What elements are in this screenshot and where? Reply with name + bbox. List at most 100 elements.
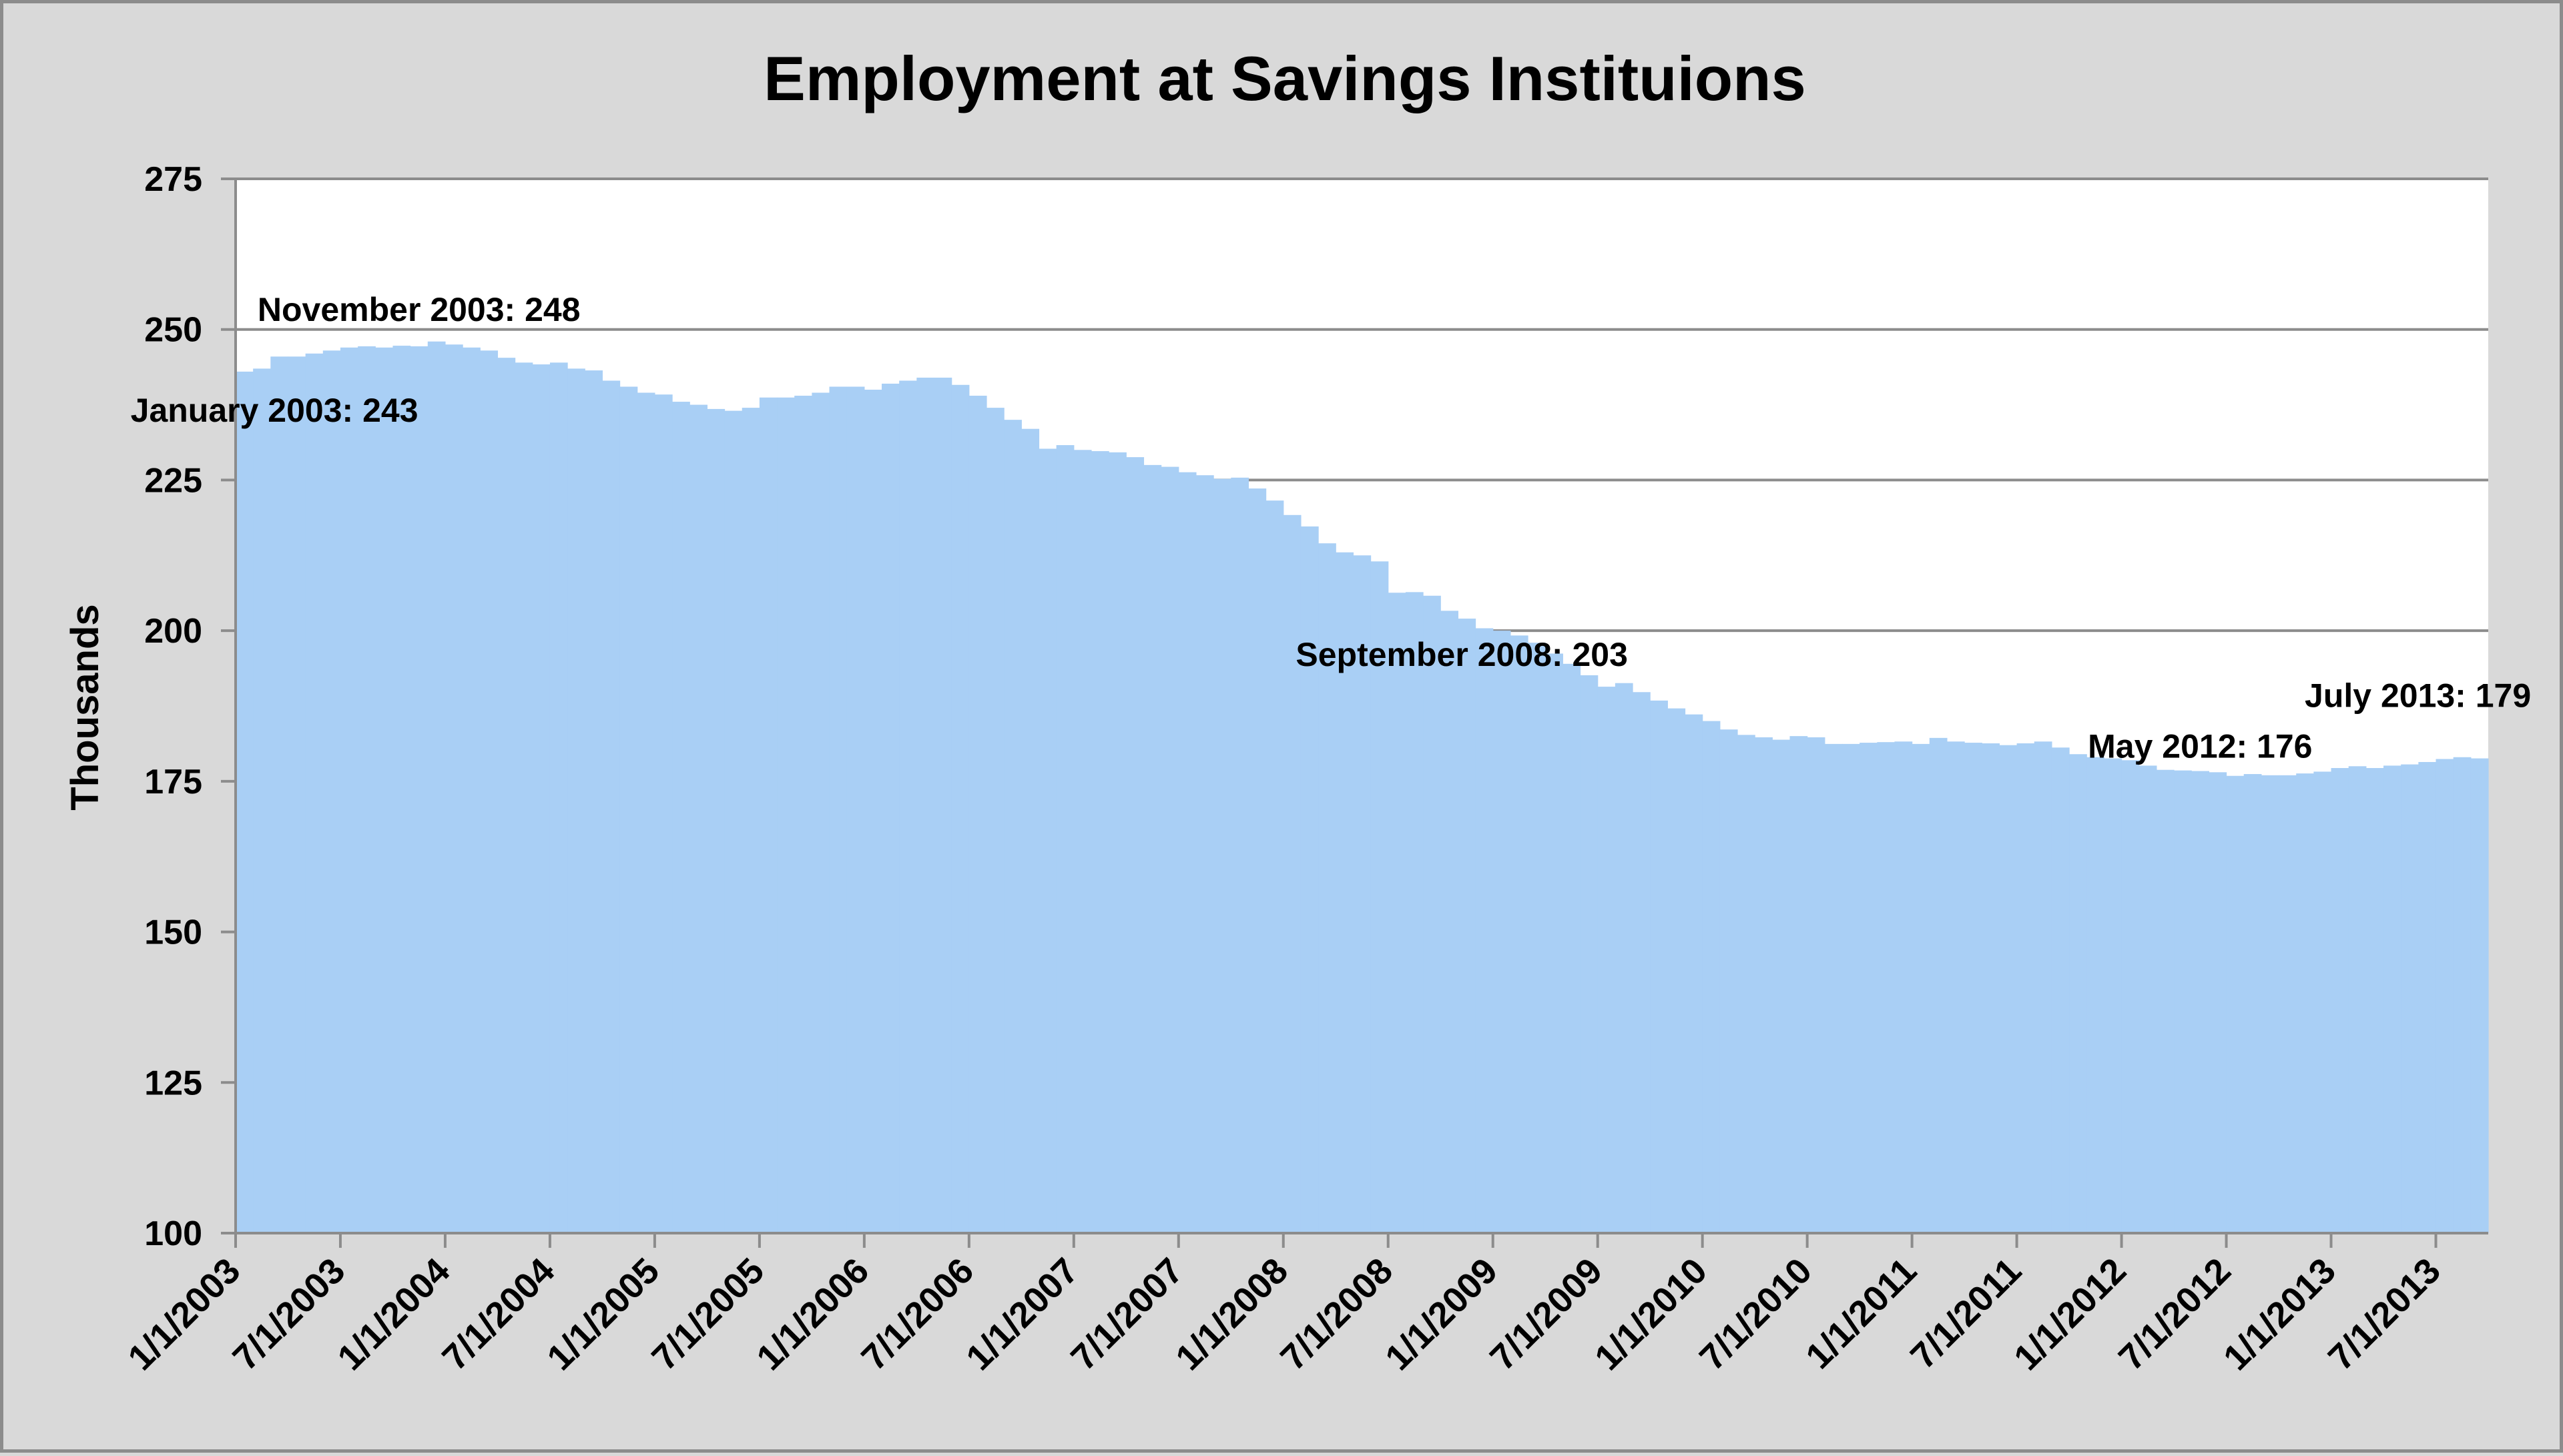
y-tick-label: 175	[144, 763, 202, 801]
area-bar	[2436, 759, 2454, 1233]
area-bar	[1807, 737, 1825, 1233]
area-bar	[2139, 765, 2157, 1233]
area-bar	[2313, 771, 2332, 1233]
area-bar	[1860, 743, 1878, 1233]
x-tick-label: 1/1/2006	[749, 1250, 876, 1378]
area-bar	[2401, 764, 2419, 1233]
chart-svg: Employment at Savings Instituions Thousa…	[63, 43, 2531, 1378]
area-bar	[1562, 663, 1581, 1233]
data-label: November 2003: 248	[258, 291, 581, 328]
area-bar	[1405, 592, 1424, 1233]
area-bar	[1912, 743, 1930, 1233]
area-bar	[515, 362, 533, 1234]
x-tick-label: 7/1/2005	[644, 1250, 772, 1378]
area-bar	[288, 356, 306, 1234]
area-bar	[619, 386, 638, 1233]
x-tick-label: 7/1/2011	[1903, 1250, 2029, 1377]
area-bar	[968, 396, 987, 1233]
area-bar	[2104, 758, 2122, 1233]
x-tick-label: 1/1/2007	[958, 1250, 1086, 1378]
area-bar	[724, 410, 743, 1233]
data-label: July 2013: 179	[2305, 677, 2531, 714]
area-bar	[1946, 741, 1965, 1233]
area-bar	[2191, 771, 2209, 1233]
area-bar	[2383, 765, 2401, 1233]
y-tick-label: 250	[144, 311, 202, 350]
x-tick-label: 7/1/2008	[1273, 1250, 1400, 1378]
area-bar	[1021, 428, 1040, 1233]
area-bar	[2156, 769, 2175, 1233]
area-bar	[2121, 760, 2140, 1233]
area-bar	[1528, 643, 1546, 1233]
area-bar	[1719, 729, 1738, 1233]
area-bar	[1929, 737, 1948, 1233]
area-bar	[2279, 775, 2297, 1233]
area-bar	[445, 344, 463, 1234]
area-bar	[322, 350, 341, 1234]
data-label: September 2008: 203	[1296, 636, 1628, 673]
area-bar	[1195, 475, 1214, 1233]
area-bar	[1650, 700, 1668, 1233]
area-bar	[899, 380, 917, 1233]
area-bar	[934, 377, 952, 1233]
axes	[234, 179, 2488, 1234]
area-bar	[1073, 450, 1092, 1234]
area-bar	[1824, 743, 1843, 1233]
area-bar	[1004, 420, 1022, 1234]
x-tick-label: 1/1/2004	[330, 1250, 457, 1378]
x-tick-label: 7/1/2010	[1692, 1250, 1819, 1378]
data-label: May 2012: 176	[2088, 728, 2312, 765]
area-bar	[2348, 766, 2367, 1233]
x-tick-label: 7/1/2013	[2321, 1250, 2448, 1378]
area-bar	[1877, 742, 1896, 1233]
x-tick-label: 7/1/2009	[1482, 1250, 1610, 1378]
area-bar	[1841, 743, 1860, 1233]
area-bar	[1423, 595, 1441, 1233]
area-bar	[2034, 741, 2052, 1233]
area-bar	[1894, 741, 1913, 1233]
area-bar	[689, 404, 707, 1233]
area-bar	[2051, 747, 2070, 1233]
area-bar	[270, 356, 289, 1234]
area-bar	[1126, 457, 1145, 1233]
y-tick-label: 125	[144, 1064, 202, 1102]
area-bar	[1388, 593, 1406, 1233]
area-bar	[1597, 687, 1616, 1233]
x-tick-label: 1/1/2008	[1168, 1250, 1296, 1378]
area-bar	[1475, 628, 1494, 1233]
x-tick-label: 7/1/2007	[1063, 1250, 1191, 1378]
area-bar	[1283, 514, 1302, 1233]
area-bar	[1143, 464, 1162, 1233]
area-bar	[1440, 611, 1458, 1233]
y-tick-label: 150	[144, 914, 202, 952]
area-bar	[1755, 737, 1773, 1233]
x-tick-label: 1/1/2012	[2006, 1250, 2134, 1378]
area-bar	[2261, 775, 2279, 1233]
area-bar	[585, 370, 603, 1233]
area-bar	[1318, 543, 1336, 1234]
area-bar	[829, 386, 848, 1233]
area-bar	[1964, 743, 1982, 1233]
area-bar	[1737, 735, 1755, 1233]
area-bar	[1039, 448, 1057, 1233]
area-bar	[2453, 757, 2472, 1233]
area-bar	[236, 371, 254, 1233]
area-bar	[1091, 451, 1109, 1233]
area-bar	[305, 353, 324, 1233]
area-bar	[1300, 526, 1319, 1234]
x-tick-label: 7/1/2003	[225, 1250, 352, 1378]
area-bar	[1056, 445, 1075, 1233]
area-bar	[637, 392, 655, 1233]
x-tick-label: 1/1/2013	[2216, 1250, 2343, 1378]
area-bar	[1353, 555, 1372, 1233]
y-axis-label: Thousands	[63, 604, 107, 810]
area-bar	[1685, 714, 1703, 1233]
x-tick-label: 7/1/2006	[854, 1250, 981, 1378]
x-tick-label: 7/1/2004	[435, 1250, 562, 1378]
area-bar	[707, 408, 726, 1234]
chart-title: Employment at Savings Instituions	[764, 43, 1806, 113]
area-bar	[759, 397, 778, 1234]
area-bar	[2243, 774, 2262, 1233]
area-bar	[2470, 758, 2489, 1233]
